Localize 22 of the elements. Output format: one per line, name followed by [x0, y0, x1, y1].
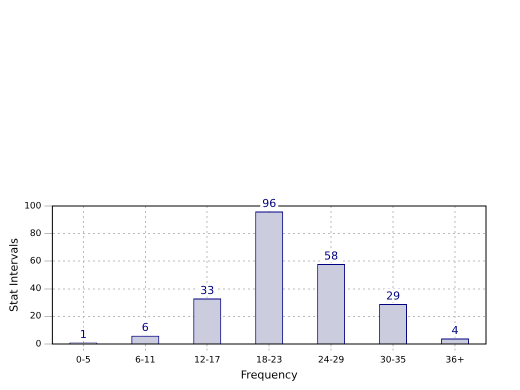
y-tick-label: 60 — [30, 256, 42, 267]
y-tick-label: 100 — [24, 201, 42, 212]
x-tick-label: 24-29 — [318, 356, 344, 366]
data-label: 4 — [452, 324, 459, 337]
x-tick-label: 18-23 — [256, 356, 282, 366]
x-tick-label: 12-17 — [194, 356, 220, 366]
data-label: 33 — [200, 284, 214, 297]
x-axis-title: Frequency — [240, 368, 298, 382]
y-tick-label: 80 — [30, 228, 42, 239]
data-label: 1 — [80, 328, 87, 341]
x-tick-label: 0-5 — [76, 356, 91, 366]
y-tick-label: 0 — [36, 339, 42, 350]
x-tick-label: 6-11 — [135, 356, 156, 366]
x-tick-label: 36+ — [446, 356, 465, 366]
x-tick-label: 30-35 — [380, 356, 406, 366]
y-tick-label: 20 — [30, 312, 42, 322]
y-tick-label: 40 — [30, 284, 42, 294]
y-axis-title: Stat Intervals — [7, 238, 20, 312]
data-label: 96 — [262, 196, 276, 210]
data-label: 29 — [386, 289, 400, 302]
data-label: 6 — [142, 321, 149, 334]
data-label: 58 — [324, 249, 338, 262]
